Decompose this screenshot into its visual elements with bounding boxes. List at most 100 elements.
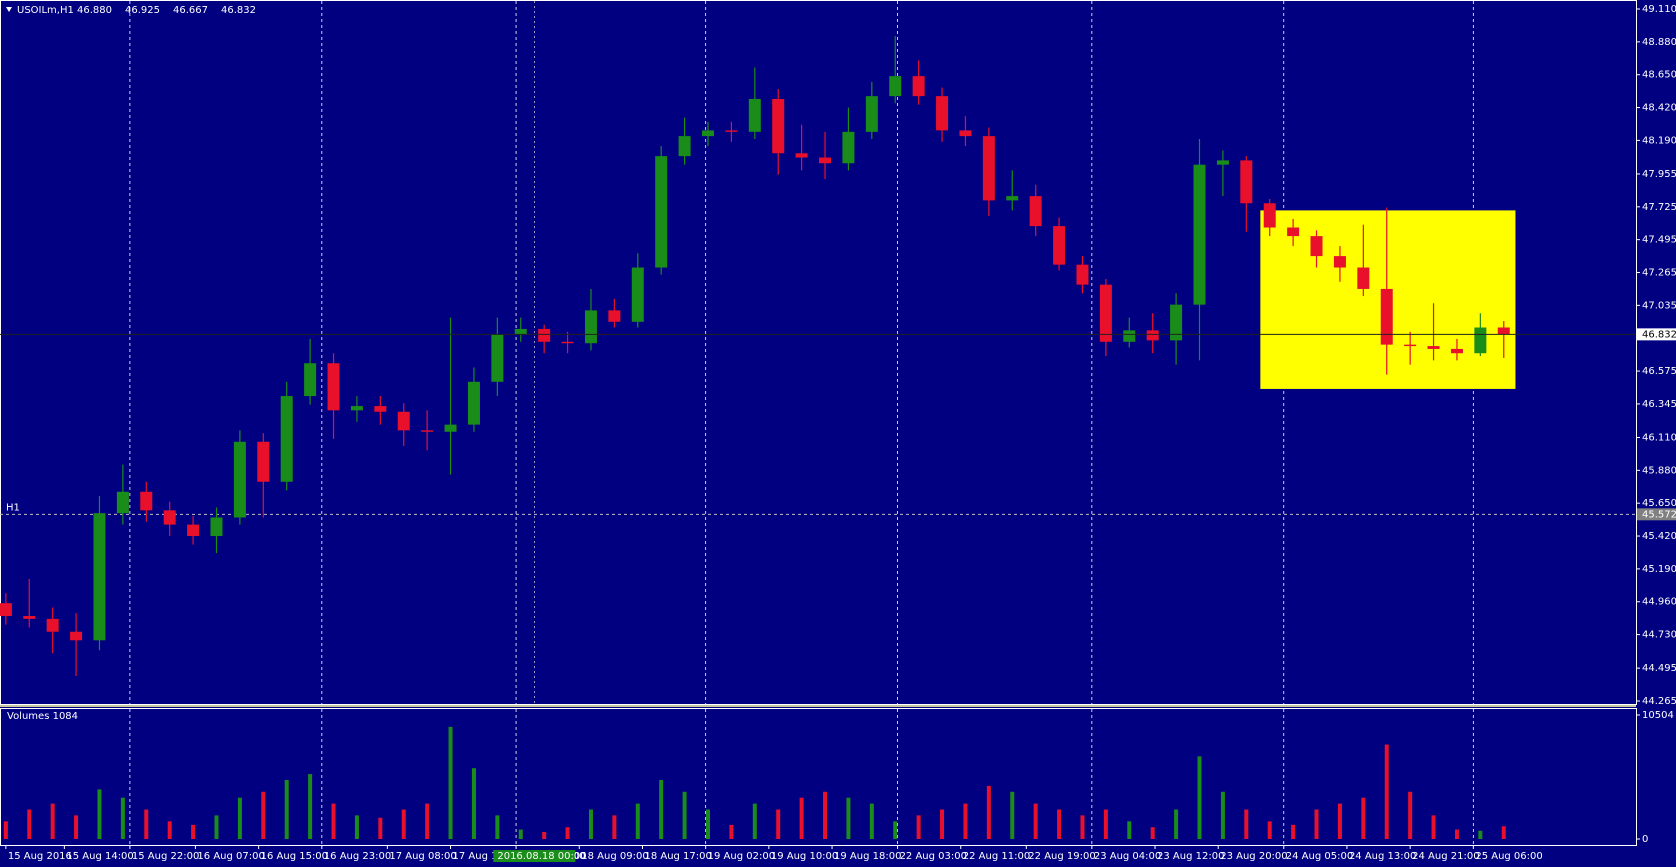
candle-body [819,157,832,164]
menu-arrow[interactable] [6,7,12,12]
volume-bar [565,827,570,839]
volume-bar [144,809,149,839]
candle-body [631,267,644,322]
y-tick-label: 48.650 [1642,70,1676,81]
volume-bar [1384,744,1389,839]
candle-body [608,310,621,322]
candle-body [1123,330,1136,342]
x-tick-label: 16 Aug 23:00 [324,851,391,862]
candle-body [1450,348,1463,354]
volume-bar [50,803,55,839]
candle-body [327,363,340,411]
candle-body [514,328,527,335]
candle-body [1006,196,1019,201]
volume-bar [1103,809,1108,839]
candle-body [163,510,176,525]
volume-bar [1337,803,1342,839]
volume-bar [378,817,383,839]
header-ohlc: 46.832 [221,5,256,16]
candle-body [701,130,714,137]
volume-bar [1080,815,1085,839]
volume-bar [191,824,196,839]
candle-body [1380,288,1393,345]
candle-body [70,631,83,641]
x-tick-label: 18 Aug 17:00 [644,851,711,862]
v-tick-label: 0 [1642,834,1648,845]
x-tick-label: 24 Aug 05:00 [1286,851,1353,862]
volume-bar [1127,821,1132,839]
volume-bar [1408,791,1413,839]
candle-body [1170,304,1183,341]
candle-body [1029,196,1042,227]
volume-bar [752,803,757,839]
candle-body [1404,344,1417,347]
candle-body [140,491,153,511]
candle-body [93,513,106,641]
header-ohlc: 46.880 [77,5,112,16]
candle-body [0,603,12,617]
candle-body [795,153,808,158]
volume-bar [518,829,523,839]
y-tick-label: 46.110 [1642,432,1676,443]
y-tick-label: 45.420 [1642,531,1676,542]
volume-bar [869,803,874,839]
volume-bar [1501,826,1506,839]
volume-bar [167,821,172,839]
volume-bar [308,774,313,839]
volume-bar [354,815,359,839]
x-tick-label: 17 Aug 16:00 [453,851,520,862]
candle-body [1474,327,1487,354]
volume-bar [425,803,430,839]
volume-bar [1478,830,1483,839]
y-tick-label: 45.650 [1642,498,1676,509]
x-tick-label: 23 Aug 04:00 [1094,851,1161,862]
volume-bar [588,809,593,839]
candle-body [1076,264,1089,285]
volume-bar [986,785,991,839]
y-tick-label: 44.730 [1642,630,1676,641]
volume-bar [74,815,79,839]
candle-body [46,618,59,632]
candle-body [1333,256,1346,268]
y-tick-label: 46.345 [1642,399,1676,410]
candle-body [678,136,691,157]
price-label: 46.832 [1642,329,1676,340]
volume-frame [0,708,1637,846]
candle-body [1263,203,1276,228]
candle-body [936,96,949,131]
candle-body [1146,330,1159,341]
volume-bar [495,815,500,839]
candle-body [772,98,785,154]
y-tick-label: 47.955 [1642,169,1676,180]
volume-title: Volumes 1084 [7,711,78,722]
y-tick-label: 46.575 [1642,366,1676,377]
volume-bar [27,809,32,839]
x-tick-label: 18 Aug 09:00 [581,851,648,862]
volume-bar [261,791,266,839]
volume-bar [471,768,476,839]
x-tick-label: 16 Aug 07:00 [197,851,264,862]
y-tick-label: 47.035 [1642,300,1676,311]
y-tick-label: 48.880 [1642,37,1676,48]
candle-body [982,136,995,201]
volume-bar [893,821,898,839]
candle-body [1427,346,1440,349]
candle-body [959,130,972,137]
crosshair-label: 2016.08.18 00:00 [497,851,586,862]
candle-body [912,76,925,97]
volume-bar [1033,803,1038,839]
volume-bar [448,726,453,839]
volume-bar [1197,756,1202,839]
crosshair-label-box [493,850,576,862]
volume-bar [1431,815,1436,839]
volume-bar [776,809,781,839]
x-tick-label: 19 Aug 02:00 [708,851,775,862]
candle-body [23,616,36,619]
y-tick-label: 47.265 [1642,268,1676,279]
header-ohlc: 46.667 [173,5,208,16]
candle-body [1287,227,1300,237]
candle-body [187,524,200,537]
candle-body [116,491,129,514]
